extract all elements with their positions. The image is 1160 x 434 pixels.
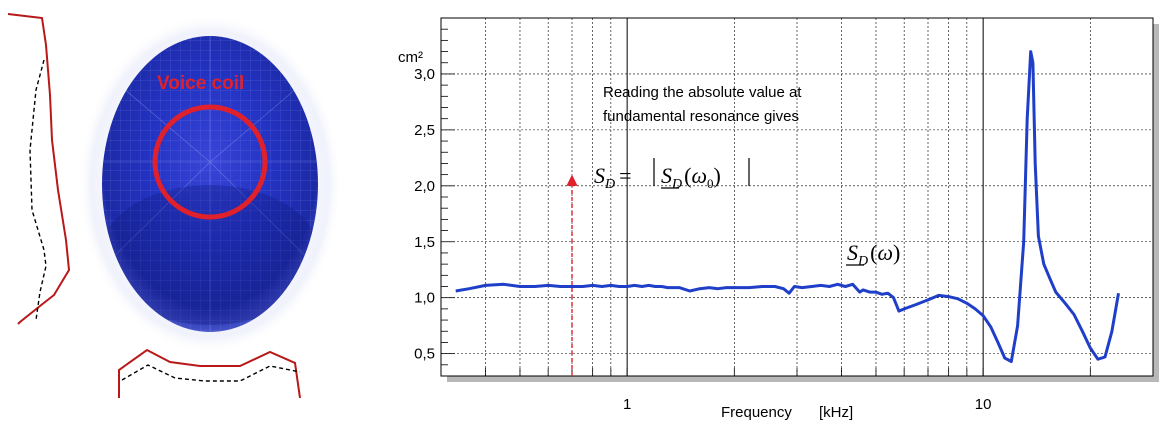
y-tick-label: 3,0 [414,66,435,83]
y-tick-label: 0,5 [414,346,435,363]
side-profile-dashed [29,59,47,321]
annotation-line-2: fundamental resonance gives [603,108,799,125]
voice-coil-label: Voice coil [157,73,244,94]
x-tick-label: 10 [975,396,992,413]
x-tick-labels: 1 10 [623,396,992,413]
x-tick-label: 1 [623,396,631,413]
annotation-line-1: Reading the absolute value at [603,84,802,101]
svg-text:SD=: SD = [594,163,632,192]
curve-label: SD(ω) [846,240,900,269]
chart: 0,5 1,0 1,5 2,0 2,5 3,0 1 10 cm² Frequency [kH… [398,17,1159,421]
cone-shadow [102,185,318,325]
svg-text:SD(ω): SD(ω) [847,240,900,269]
y-tick-label: 1,5 [414,234,435,251]
y-tick-label: 2,5 [414,122,435,139]
grid [440,18,1153,376]
x-axis-unit: [kHz] [819,404,853,421]
y-tick-label: 1,0 [414,290,435,307]
cone-illustration: Voice coil [7,13,342,399]
bottom-profile-solid [118,348,301,399]
voice-coil-ring [152,104,268,220]
y-tick-labels: 0,5 1,0 1,5 2,0 2,5 3,0 [414,66,435,363]
side-profile-solid [7,13,71,325]
y-tick-label: 2,0 [414,178,435,195]
bottom-profile-dashed [121,364,301,382]
x-axis-title: Frequency [721,404,792,421]
series-line [455,50,1120,363]
y-unit-label: cm² [398,49,423,66]
